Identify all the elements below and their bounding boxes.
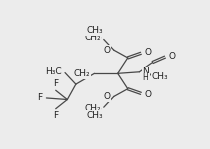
Text: F: F bbox=[37, 93, 43, 103]
Text: O: O bbox=[104, 46, 111, 55]
Text: CH₂: CH₂ bbox=[84, 33, 101, 42]
Text: CH₃: CH₃ bbox=[151, 72, 168, 81]
Text: CH₂: CH₂ bbox=[74, 69, 91, 78]
Text: F: F bbox=[53, 111, 58, 120]
Text: O: O bbox=[145, 90, 152, 99]
Text: N: N bbox=[143, 67, 149, 76]
Text: CH₃: CH₃ bbox=[86, 111, 103, 120]
Text: CH₃: CH₃ bbox=[151, 72, 168, 81]
Text: CH₃: CH₃ bbox=[86, 27, 103, 35]
Text: O: O bbox=[169, 52, 176, 61]
Text: H₃C: H₃C bbox=[45, 66, 62, 76]
Text: O: O bbox=[104, 92, 111, 101]
Text: F: F bbox=[53, 79, 58, 88]
Text: H: H bbox=[143, 73, 148, 82]
Text: CH₂: CH₂ bbox=[84, 104, 101, 113]
Text: O: O bbox=[145, 48, 152, 57]
